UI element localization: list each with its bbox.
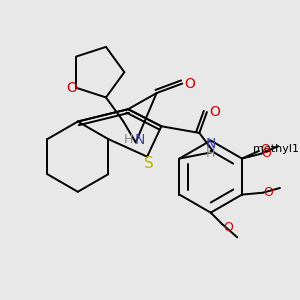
Text: O: O [209, 105, 220, 119]
Text: S: S [144, 156, 154, 171]
Text: N: N [134, 133, 145, 147]
Text: O: O [66, 81, 77, 95]
Text: O: O [184, 76, 195, 91]
Text: O: O [262, 147, 272, 160]
Text: methyl1: methyl1 [253, 144, 299, 154]
Text: H: H [206, 147, 215, 160]
Text: O: O [223, 221, 233, 234]
Text: O: O [261, 142, 271, 156]
Text: N: N [206, 137, 216, 151]
Text: H: H [124, 133, 133, 146]
Text: O: O [264, 186, 274, 199]
